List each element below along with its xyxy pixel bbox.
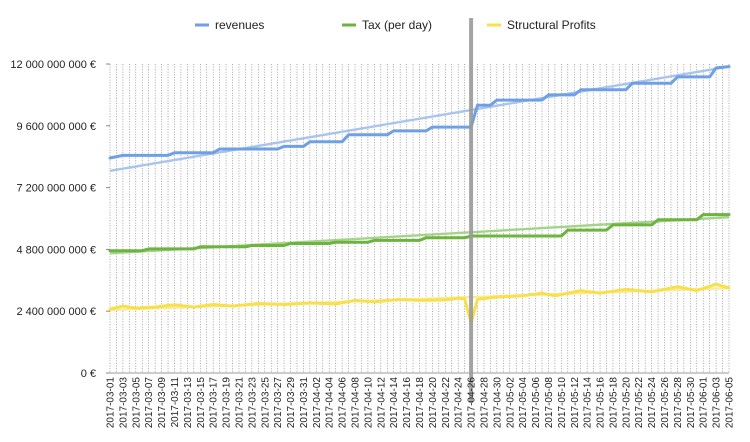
series-line: [108, 213, 731, 253]
x-tick-label: 2017-05-04: [518, 377, 529, 429]
x-tick-label: 2017-03-21: [234, 377, 245, 429]
y-tick-label: 4 800 000 000 €: [16, 244, 96, 256]
x-tick-label: 2017-04-20: [428, 377, 439, 429]
y-tick-label: 9 600 000 000 €: [16, 121, 96, 133]
x-tick-label: 2017-05-28: [673, 377, 684, 429]
series-line: [108, 282, 731, 325]
legend-label: Structural Profits: [507, 18, 596, 32]
x-tick-label: 2017-05-14: [583, 377, 594, 429]
legend: revenues Tax (per day) Structural Profits: [195, 18, 596, 32]
y-tick-label: 2 400 000 000 €: [16, 306, 96, 318]
x-tick-label: 2017-05-10: [557, 377, 568, 429]
series-lines: [108, 65, 731, 325]
x-tick-label: 2017-05-22: [634, 377, 645, 429]
x-tick-label: 2017-04-28: [479, 377, 490, 429]
x-tick-label: 2017-03-29: [286, 377, 297, 429]
legend-label: Tax (per day): [362, 18, 432, 32]
x-tick-label: 2017-03-09: [157, 377, 168, 429]
date-marker: [469, 18, 474, 403]
x-tick-label: 2017-06-01: [699, 377, 710, 429]
x-tick-label: 2017-04-10: [363, 377, 374, 429]
x-tick-label: 2017-04-16: [402, 377, 413, 429]
x-tick-label: 2017-03-19: [222, 377, 233, 429]
y-tick-label: 0 €: [81, 368, 96, 380]
legend-label: revenues: [215, 18, 264, 32]
x-tick-label: 2017-03-13: [183, 377, 194, 429]
x-tick-label: 2017-03-01: [106, 377, 117, 429]
grid: [109, 64, 730, 373]
x-tick-label: 2017-05-24: [647, 377, 658, 429]
x-tick-label: 2017-03-31: [299, 377, 310, 429]
x-tick-label: 2017-04-30: [492, 377, 503, 429]
x-tick-label: 2017-04-14: [389, 377, 400, 429]
x-tick-label: 2017-03-17: [209, 377, 220, 429]
x-tick-label: 2017-05-06: [531, 377, 542, 429]
x-tick-label: 2017-04-24: [454, 377, 465, 429]
x-tick-label: 2017-03-25: [260, 377, 271, 429]
x-tick-label: 2017-03-15: [196, 377, 207, 429]
y-tick-label: 12 000 000 000 €: [10, 59, 96, 71]
x-tick-label: 2017-03-27: [273, 377, 284, 429]
x-tick-label: 2017-05-08: [544, 377, 555, 429]
x-tick-label: 2017-04-22: [441, 377, 452, 429]
x-tick-label: 2017-03-05: [131, 377, 142, 429]
x-tick-label: 2017-03-03: [118, 377, 129, 429]
x-axis: 2017-03-01 2017-03-03 2017-03-05 2017-03-07…: [106, 372, 736, 429]
x-tick-label: 2017-05-30: [686, 377, 697, 429]
x-tick-label: 2017-06-03: [712, 377, 723, 429]
x-tick-label: 2017-04-26: [467, 377, 478, 429]
x-tick-label: 2017-04-06: [338, 377, 349, 429]
x-tick-label: 2017-03-11: [170, 377, 181, 428]
x-tick-label: 2017-04-02: [312, 377, 323, 429]
x-tick-label: 2017-03-23: [247, 377, 258, 429]
x-tick-label: 2017-04-18: [415, 377, 426, 429]
y-tick-label: 7 200 000 000 €: [16, 183, 96, 195]
x-tick-label: 2017-06-05: [725, 377, 736, 429]
x-tick-label: 2017-05-16: [596, 377, 607, 429]
x-tick-label: 2017-04-08: [351, 377, 362, 429]
x-tick-label: 2017-05-18: [608, 377, 619, 429]
x-tick-label: 2017-04-12: [376, 377, 387, 429]
x-tick-label: 2017-05-26: [660, 377, 671, 429]
x-tick-label: 2017-04-04: [325, 377, 336, 429]
series-line: [108, 65, 731, 160]
x-tick-label: 2017-05-02: [505, 377, 516, 429]
x-tick-label: 2017-05-20: [621, 377, 632, 429]
date-marker-bar: [469, 18, 474, 403]
y-axis: 0 € 2 400 000 000 € 4 800 000 000 € 7 200 0…: [10, 59, 110, 380]
x-tick-label: 2017-03-07: [144, 377, 155, 429]
x-tick-label: 2017-05-12: [570, 377, 581, 429]
